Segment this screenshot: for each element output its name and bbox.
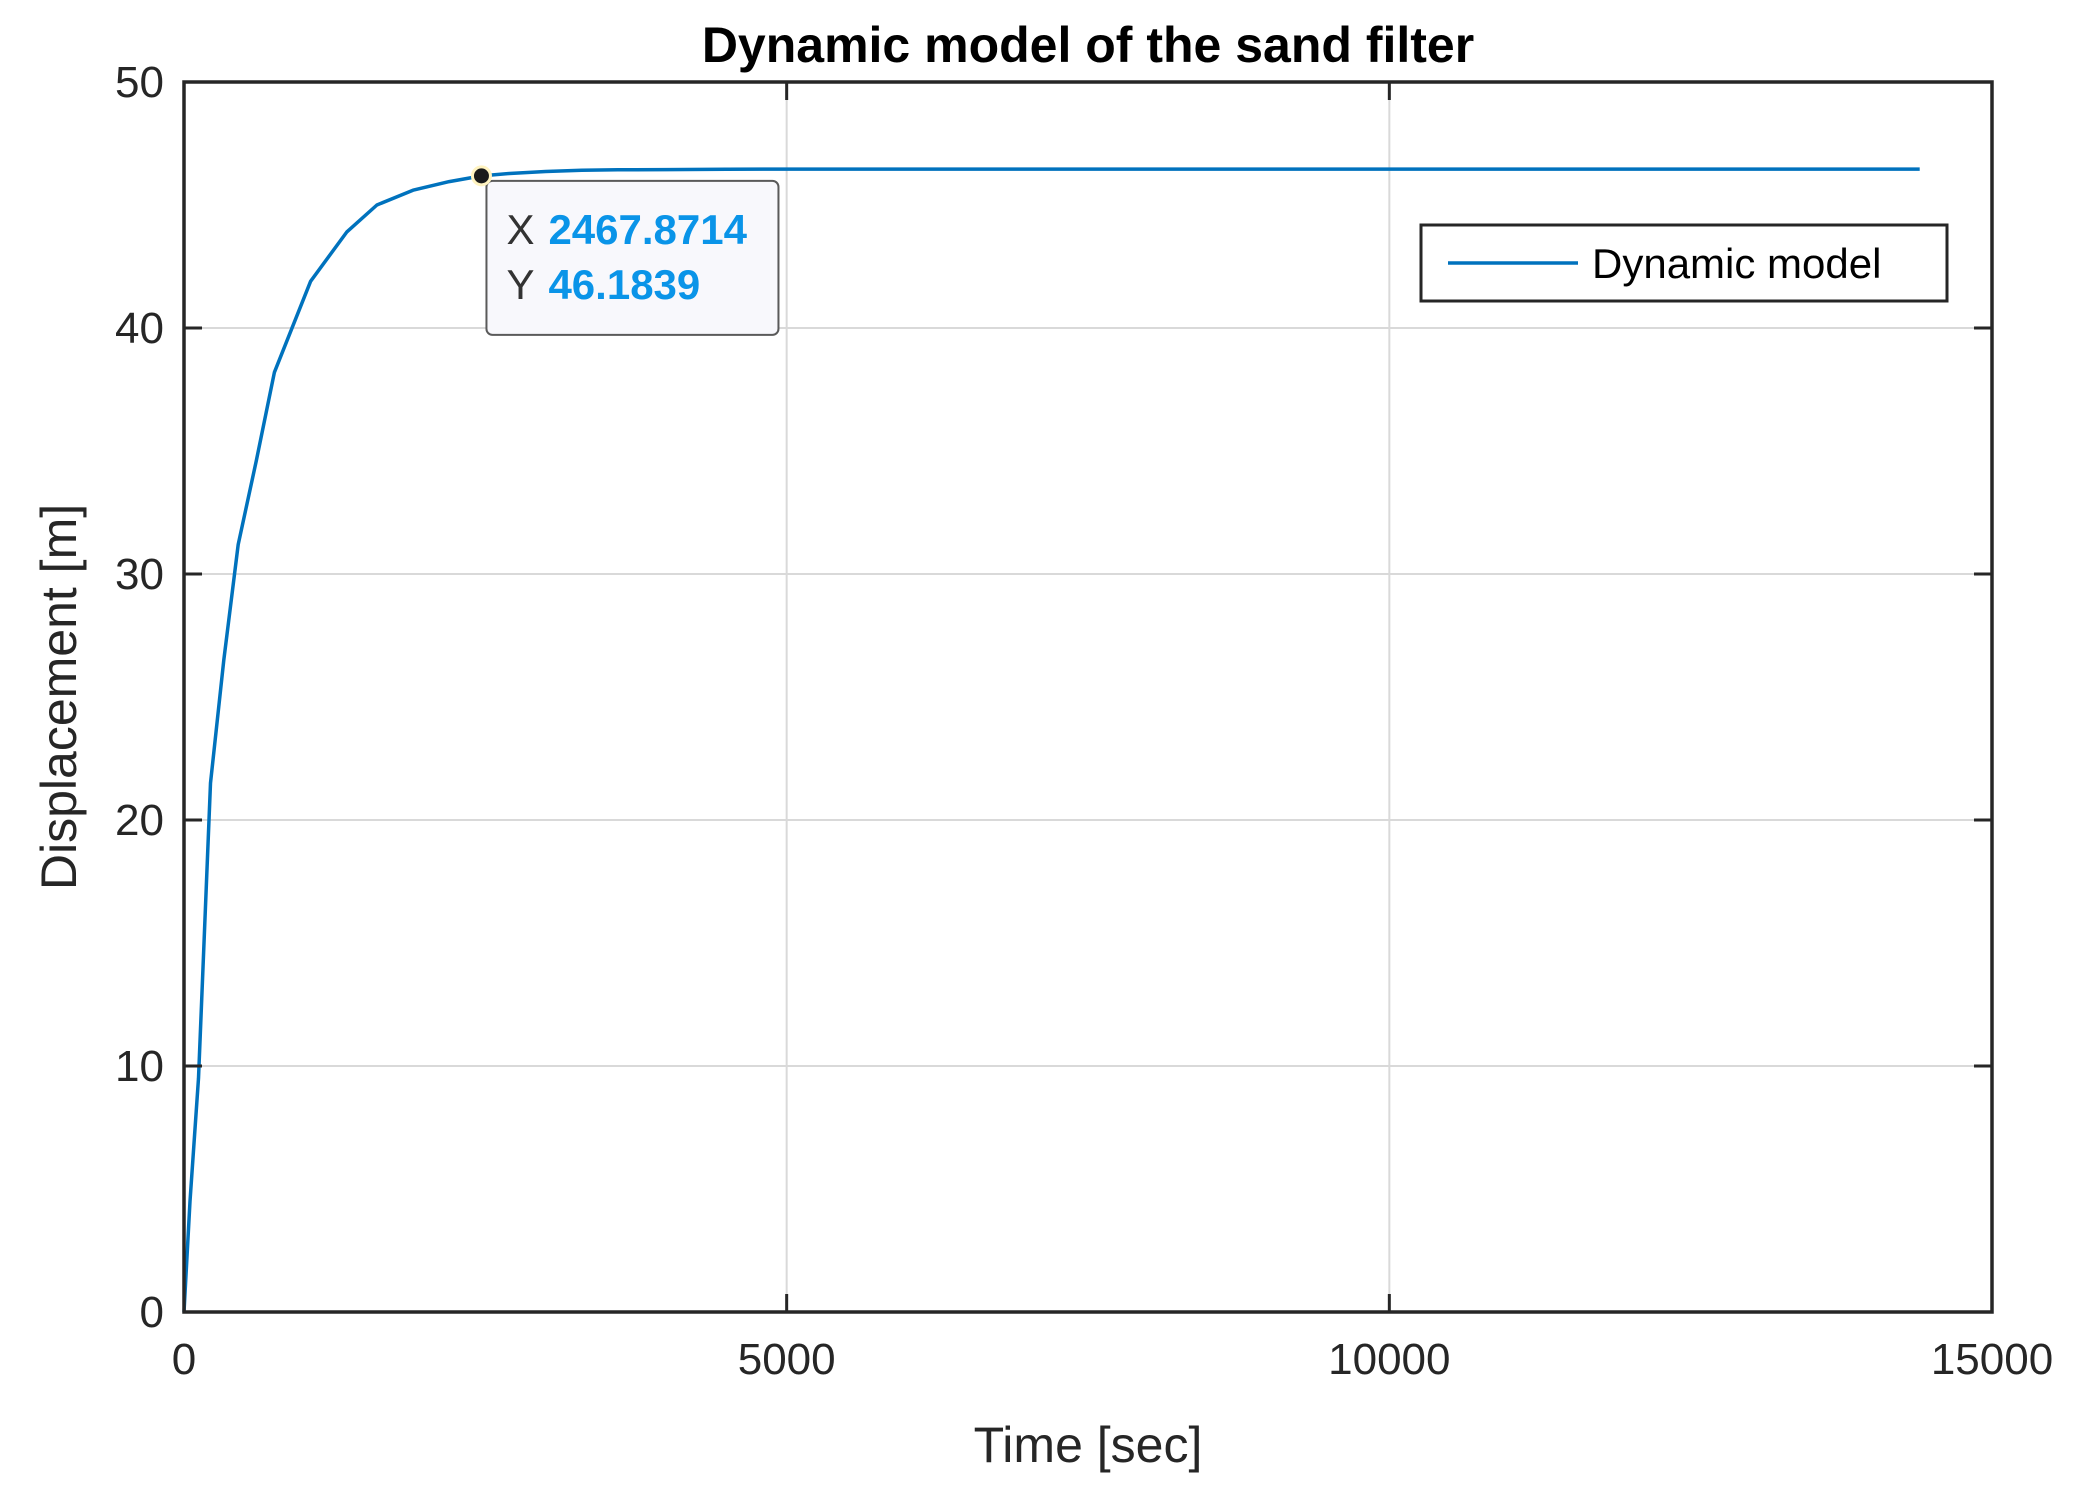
datatip-x-key: X bbox=[506, 206, 534, 253]
y-tick-label: 10 bbox=[115, 1042, 164, 1091]
datatip[interactable]: X 2467.8714 Y 46.1839 bbox=[470, 165, 780, 336]
datatip-marker[interactable] bbox=[470, 165, 492, 187]
datatip-box bbox=[485, 179, 780, 336]
datatip-x-value: 2467.8714 bbox=[548, 206, 747, 253]
y-tick-labels: 0 10 20 30 40 50 bbox=[115, 58, 164, 1337]
y-tick-label: 40 bbox=[115, 304, 164, 353]
x-tick-label: 15000 bbox=[1931, 1335, 2053, 1384]
legend-label-dynamic-model: Dynamic model bbox=[1592, 240, 1881, 287]
axes-box bbox=[182, 80, 1994, 1314]
datatip-y-key: Y bbox=[506, 261, 534, 308]
grid-lines bbox=[184, 82, 1992, 1312]
datatip-y-value: 46.1839 bbox=[548, 261, 700, 308]
tick-marks bbox=[182, 80, 1994, 1314]
y-tick-label: 0 bbox=[140, 1288, 164, 1337]
y-tick-label: 30 bbox=[115, 550, 164, 599]
x-tick-label: 0 bbox=[172, 1335, 196, 1384]
chart-title: Dynamic model of the sand filter bbox=[702, 17, 1474, 73]
x-tick-labels: 0 5000 10000 15000 bbox=[172, 1335, 2053, 1384]
series-line-dynamic-model[interactable] bbox=[182, 167, 1920, 1313]
y-tick-label: 20 bbox=[115, 796, 164, 845]
legend[interactable]: Dynamic model bbox=[1419, 223, 1949, 303]
x-tick-label: 5000 bbox=[738, 1335, 836, 1384]
x-axis-label: Time [sec] bbox=[974, 1417, 1203, 1473]
y-tick-label: 50 bbox=[115, 58, 164, 107]
series-layer bbox=[182, 167, 1920, 1313]
x-tick-label: 10000 bbox=[1328, 1335, 1450, 1384]
y-axis-label: Displacement [m] bbox=[31, 504, 87, 890]
